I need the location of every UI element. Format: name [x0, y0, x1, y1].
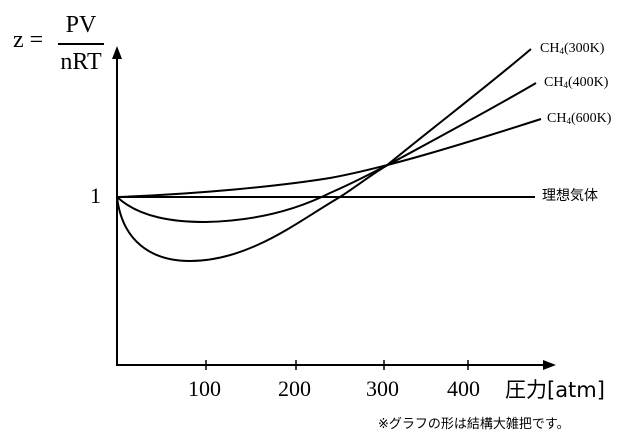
x-tick-100: 100: [188, 376, 221, 401]
legend-ch4-400k: CH4(400K): [544, 76, 608, 90]
footnote: ※グラフの形は結構大雑把です。: [378, 417, 570, 432]
series-ch4-400k: [116, 82, 537, 224]
series-ch4-600k: [116, 118, 542, 198]
legend-ch4-600k: CH4(600K): [547, 112, 611, 126]
legend-subscript: 4: [563, 80, 568, 90]
y-axis-arrow-icon: [112, 46, 122, 59]
legend-text: (300K): [563, 41, 605, 56]
legend-text: (600K): [570, 111, 612, 126]
legend-text: CH: [547, 111, 567, 126]
y-axis-label-numerator: PV: [65, 12, 97, 38]
series-ch4-300k: [116, 48, 532, 263]
x-tick-300: 300: [366, 376, 399, 401]
y-tick-1: 1: [90, 183, 101, 208]
legend-text: CH: [544, 75, 564, 90]
y-axis-label-denominator: nRT: [60, 48, 102, 75]
x-tick-400: 400: [447, 376, 480, 401]
x-tick-200: 200: [278, 376, 311, 401]
legend-text: CH: [540, 41, 560, 56]
legend-subscript: 4: [559, 46, 564, 56]
legend-ch4-300k: CH4(300K): [540, 42, 604, 56]
x-axis-label: 圧力[atm]: [505, 378, 605, 402]
x-axis-arrow-icon: [543, 360, 556, 370]
y-axis-label-lhs: z =: [13, 27, 44, 53]
x-ticks: [205, 360, 469, 370]
y-axis-label-fraction: PV nRT: [58, 12, 104, 76]
legend-ideal-gas: 理想気体: [542, 188, 598, 204]
legend-subscript: 4: [566, 116, 571, 126]
fraction-bar: [58, 43, 104, 45]
legend-text: (400K): [567, 75, 609, 90]
